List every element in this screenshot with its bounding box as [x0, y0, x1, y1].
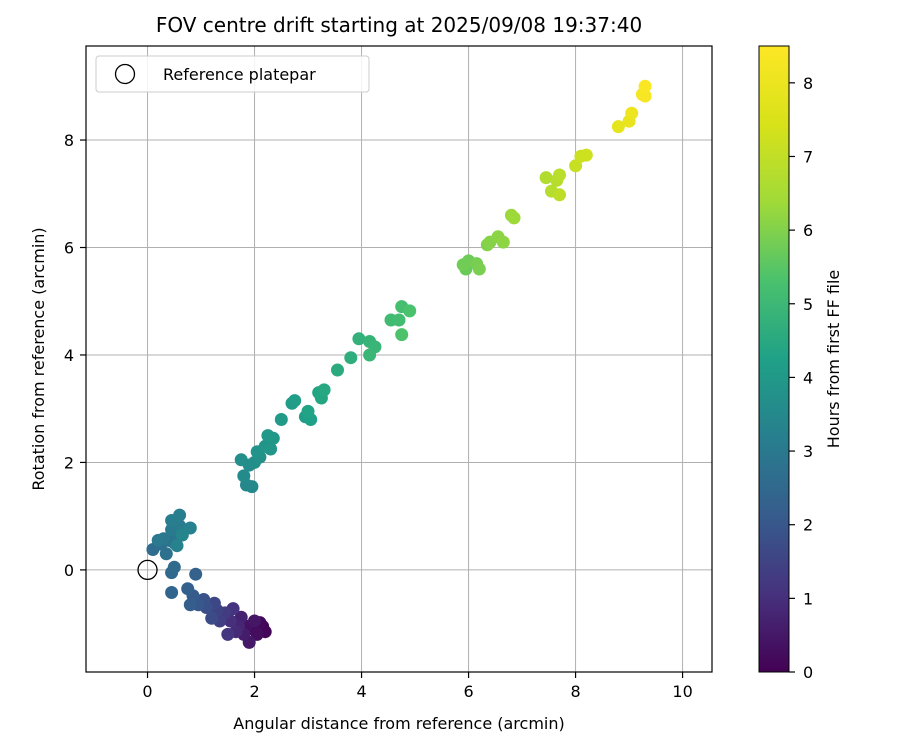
colorbar-tick-label: 6 [803, 221, 813, 240]
colorbar-tick-label: 2 [803, 516, 813, 535]
y-tick-label: 2 [64, 453, 74, 472]
data-point [167, 560, 181, 574]
data-point [539, 171, 553, 185]
colorbar-tick-label: 8 [803, 74, 813, 93]
data-point [248, 614, 261, 628]
data-point [363, 348, 377, 362]
data-point [638, 89, 652, 103]
reference-marker [137, 559, 158, 581]
data-point [205, 611, 219, 625]
colorbar-ticks: 0 1 2 3 4 5 6 7 8 [789, 74, 813, 682]
chart-title: FOV centre drift starting at 2025/09/08 … [156, 13, 642, 37]
x-tick-label: 0 [142, 682, 152, 701]
y-tick-label: 4 [64, 346, 74, 365]
data-point [579, 148, 593, 162]
data-point [456, 258, 470, 272]
data-point [173, 508, 187, 522]
data-point [181, 582, 195, 596]
x-tick-label: 2 [249, 682, 259, 701]
data-point [189, 567, 203, 581]
data-point [403, 304, 417, 318]
colorbar-tick-label: 4 [803, 368, 813, 387]
data-point [301, 404, 315, 418]
x-tick-label: 6 [463, 682, 473, 701]
data-point [331, 363, 344, 377]
data-point [159, 547, 173, 561]
data-point [569, 159, 583, 173]
data-point [245, 480, 259, 494]
colorbar-tick-label: 7 [803, 147, 813, 166]
data-point [611, 120, 625, 134]
data-points [146, 79, 652, 649]
data-point [170, 539, 184, 553]
data-point [183, 598, 197, 612]
colorbar-tick-label: 1 [803, 589, 813, 608]
data-point [288, 394, 302, 408]
colorbar-tick-label: 0 [803, 663, 813, 682]
legend: Reference platepar [95, 55, 370, 93]
legend-box [95, 55, 370, 93]
data-point [151, 533, 165, 547]
colorbar-tick-label: 3 [803, 442, 813, 461]
data-point [274, 413, 288, 426]
legend-label: Reference platepar [163, 65, 316, 84]
data-point [625, 106, 639, 120]
y-tick-label: 0 [64, 561, 74, 580]
data-point [165, 586, 179, 599]
plot-frame [85, 45, 713, 673]
y-axis-ticks: 0 2 4 6 8 [64, 131, 86, 580]
data-point [237, 469, 251, 483]
colorbar-tick-label: 5 [803, 295, 813, 314]
data-point [638, 79, 652, 93]
data-point [261, 429, 275, 443]
data-point [395, 328, 409, 342]
data-point [175, 528, 189, 542]
data-point [344, 351, 358, 365]
colorbar-label: Hours from first FF file [824, 270, 843, 449]
data-point [507, 211, 521, 225]
data-point [392, 313, 406, 327]
y-tick-label: 8 [64, 131, 74, 150]
data-point [317, 383, 331, 397]
x-tick-label: 4 [356, 682, 366, 701]
x-axis-ticks: 0 2 4 6 8 10 [142, 672, 693, 701]
colorbar: 0 1 2 3 4 5 6 7 8 Hours from first FF file [758, 45, 843, 682]
data-point [221, 627, 235, 641]
data-point [553, 188, 566, 202]
data-point [234, 453, 248, 467]
y-tick-label: 6 [64, 239, 74, 258]
grid-lines [86, 46, 712, 672]
data-point [496, 235, 510, 249]
colorbar-gradient [758, 45, 790, 673]
x-tick-label: 10 [672, 682, 692, 701]
data-point [352, 332, 366, 346]
data-point [553, 168, 566, 182]
y-axis-label: Rotation from reference (arcmin) [29, 227, 48, 490]
data-point [472, 262, 486, 276]
data-point [250, 627, 264, 641]
reference-platepar-point [137, 559, 158, 581]
data-point [264, 442, 278, 456]
x-tick-label: 8 [570, 682, 580, 701]
legend-marker [114, 63, 136, 85]
x-axis-label: Angular distance from reference (arcmin) [233, 714, 564, 733]
